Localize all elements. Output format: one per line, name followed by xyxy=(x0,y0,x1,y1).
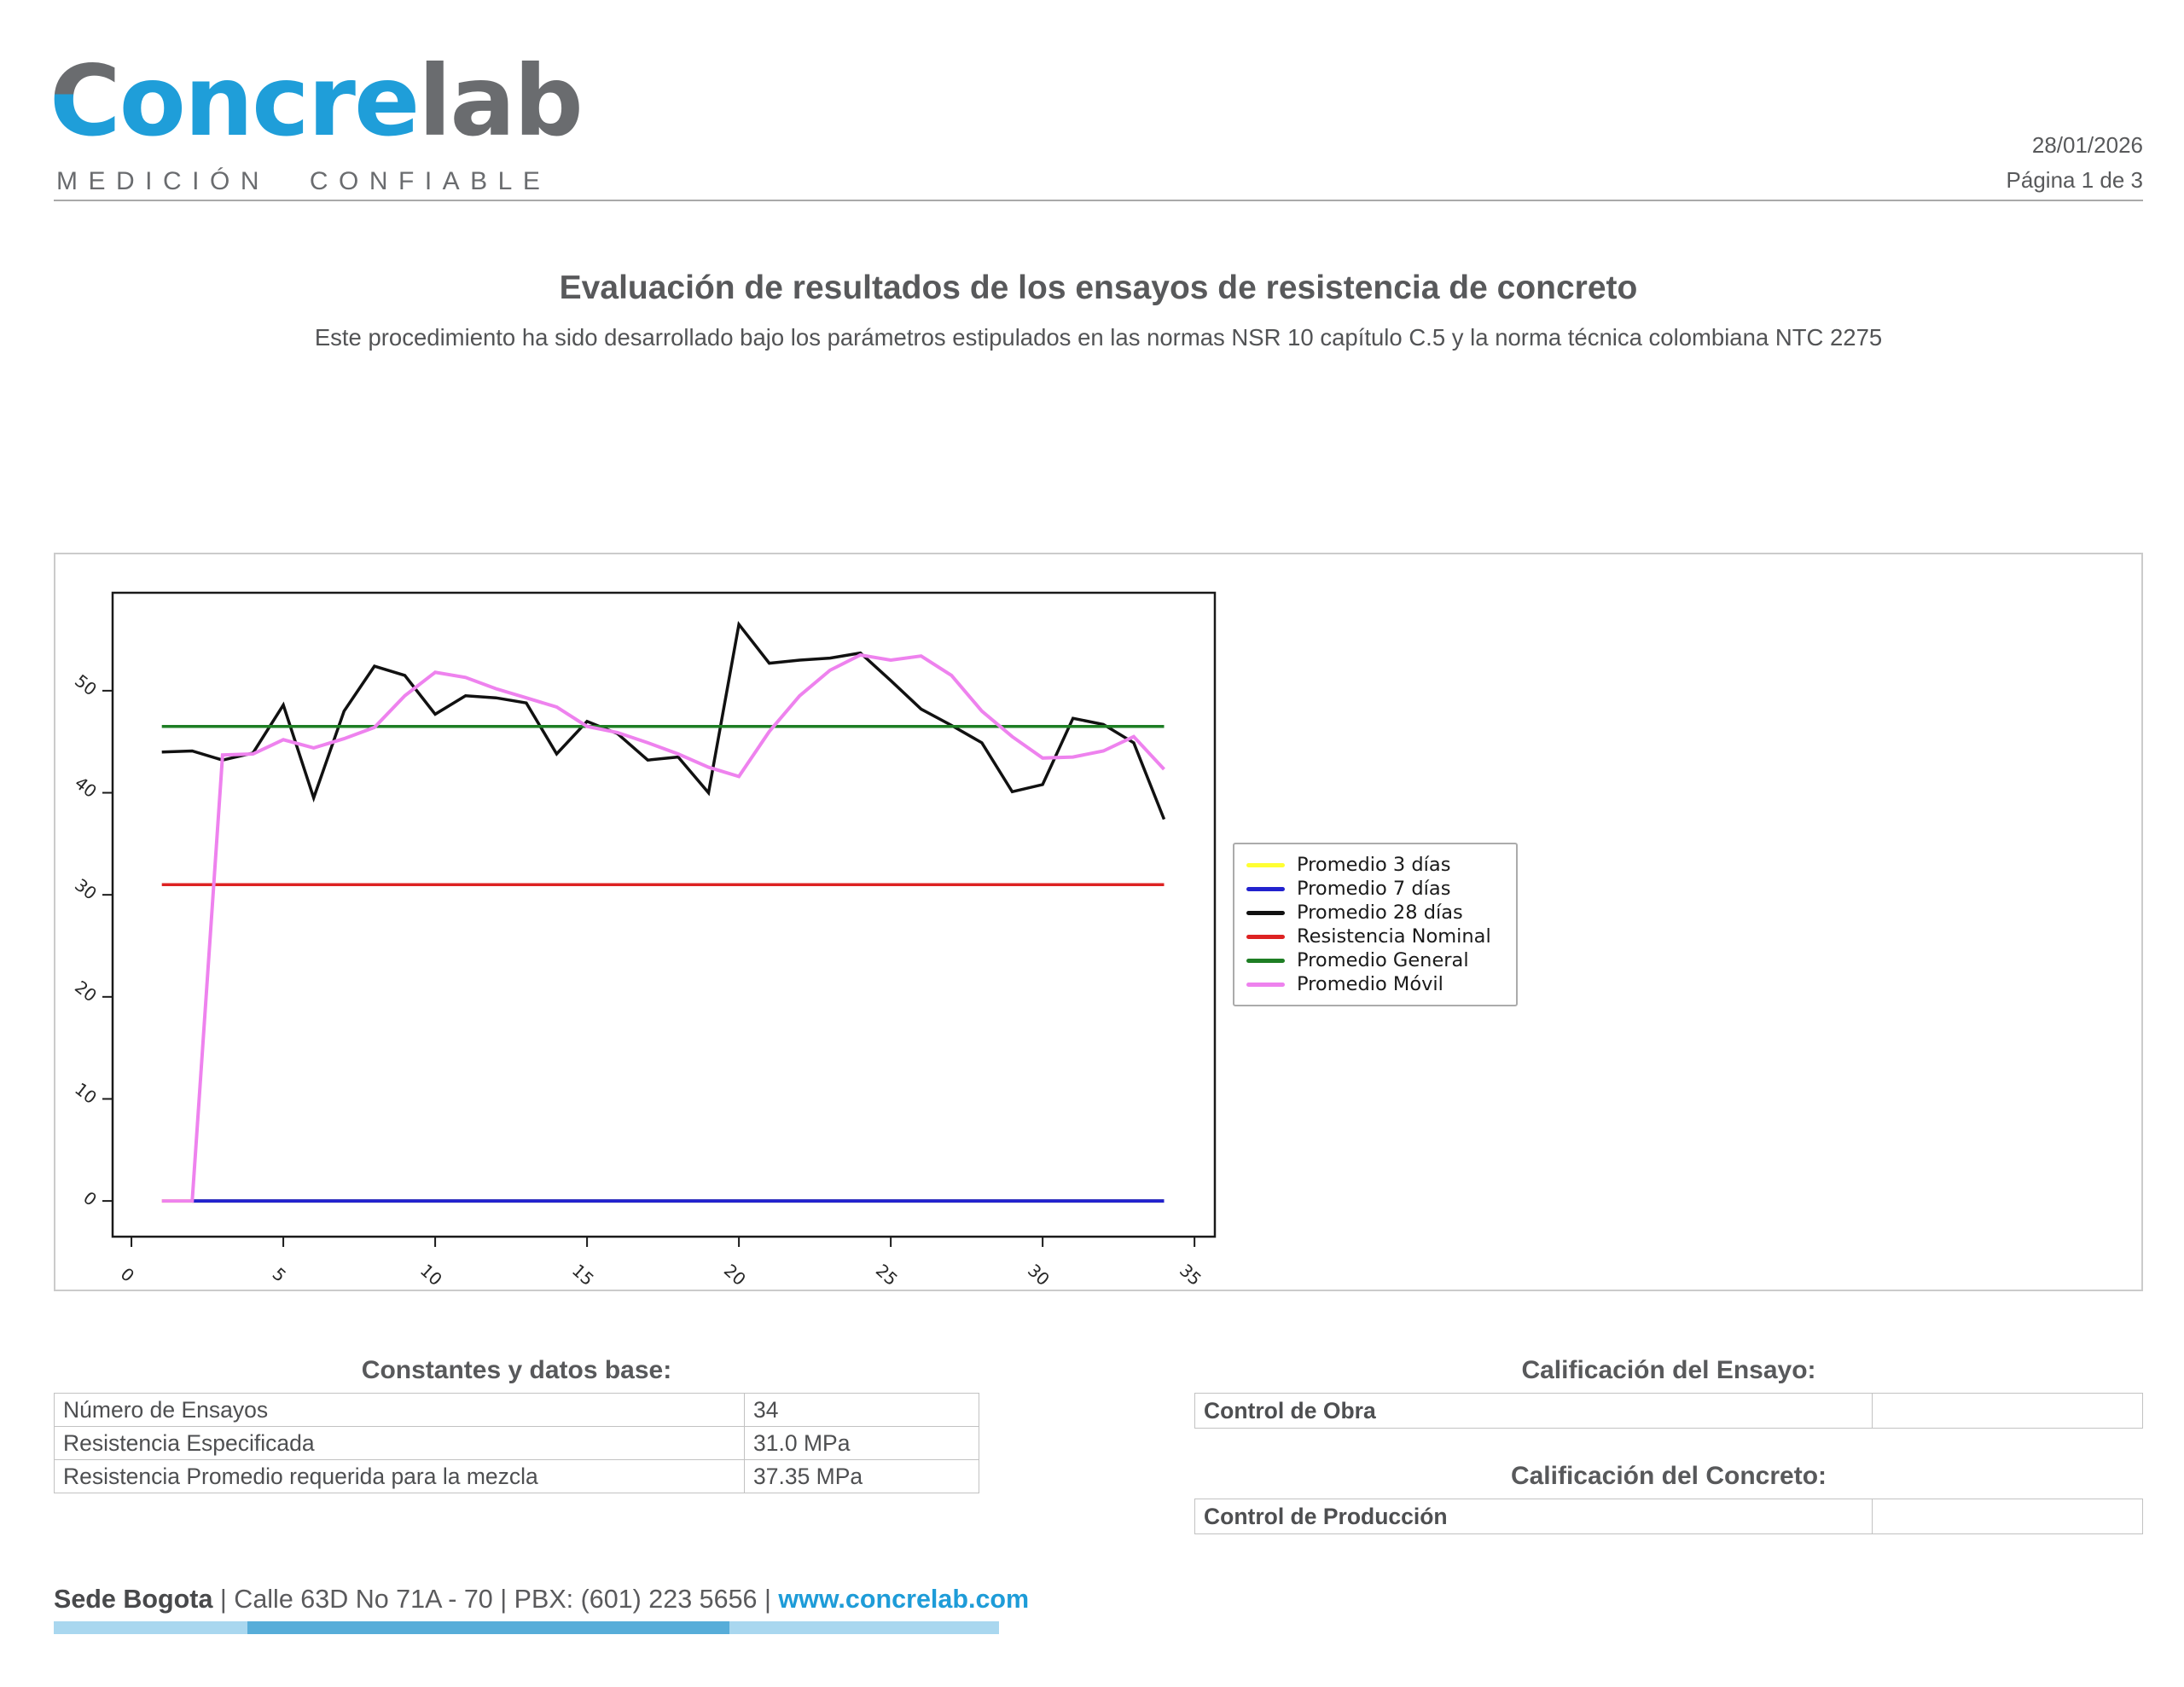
concreto-value xyxy=(1872,1499,2143,1534)
svg-text:5: 5 xyxy=(269,1264,291,1286)
svg-text:35: 35 xyxy=(1176,1260,1205,1290)
legend-swatch-promedio-7-dias xyxy=(1246,886,1285,891)
legend-item: Promedio 3 días xyxy=(1246,853,1504,877)
logo-text-blue: oncre xyxy=(119,44,419,158)
document-title: Evaluación de resultados de los ensayos … xyxy=(559,270,1638,306)
legend-swatch-promedio-28-dias xyxy=(1246,910,1285,915)
legend-label: Promedio 7 días xyxy=(1297,878,1451,900)
website-link[interactable]: www.concrelab.com xyxy=(778,1585,1030,1614)
svg-text:0: 0 xyxy=(117,1264,139,1286)
ensayo-label: Control de Obra xyxy=(1194,1393,1873,1429)
legend-item: Promedio 28 días xyxy=(1246,901,1504,925)
concreto-label: Control de Producción xyxy=(1194,1499,1873,1534)
constants-table: Número de Ensayos 34 Resistencia Especif… xyxy=(54,1393,979,1493)
constant-value: 34 xyxy=(744,1393,979,1427)
footer-sede: Sede Bogota xyxy=(54,1585,213,1614)
resistance-line-chart: 0 5 10 15 20 25 30 35 0 10 20 30 40 50 xyxy=(71,591,1217,1290)
svg-text:0: 0 xyxy=(79,1187,101,1210)
constant-value: 31.0 MPa xyxy=(744,1426,979,1460)
legend-item: Promedio Móvil xyxy=(1246,972,1504,996)
legend-label: Promedio 28 días xyxy=(1297,901,1463,924)
legend-label: Resistencia Nominal xyxy=(1297,925,1491,948)
legend-swatch-promedio-movil xyxy=(1246,982,1285,987)
chart-legend: Promedio 3 días Promedio 7 días Promedio… xyxy=(1233,843,1518,1006)
svg-text:20: 20 xyxy=(71,977,101,1006)
table-row: Número de Ensayos 34 xyxy=(54,1393,979,1427)
table-row: Resistencia Especificada 31.0 MPa xyxy=(54,1426,979,1460)
svg-text:10: 10 xyxy=(71,1079,101,1109)
report-date: 28/01/2026 xyxy=(2031,132,2143,158)
svg-text:30: 30 xyxy=(1024,1260,1054,1290)
footer-bar-light-left xyxy=(54,1621,247,1634)
svg-text:30: 30 xyxy=(71,874,101,904)
document-subtitle: Este procedimiento ha sido desarrollado … xyxy=(314,324,1883,351)
logo-wordmark: Concrelab xyxy=(49,44,582,158)
svg-text:25: 25 xyxy=(872,1260,902,1290)
svg-text:15: 15 xyxy=(568,1260,598,1290)
table-row: Control de Obra xyxy=(1194,1393,2143,1429)
constant-label: Número de Ensayos xyxy=(54,1393,745,1427)
header-divider xyxy=(54,200,2143,201)
table-row: Control de Producción xyxy=(1194,1499,2143,1534)
constant-label: Resistencia Promedio requerida para la m… xyxy=(54,1459,745,1493)
logo-tagline: MEDICIÓN CONFIABLE xyxy=(56,167,551,195)
legend-swatch-promedio-3-dias xyxy=(1246,862,1285,867)
constant-value: 37.35 MPa xyxy=(744,1459,979,1493)
page-number: Página 1 de 3 xyxy=(2006,167,2143,193)
ensayo-value xyxy=(1872,1393,2143,1429)
legend-swatch-promedio-general xyxy=(1246,958,1285,963)
chart-container: 0 5 10 15 20 25 30 35 0 10 20 30 40 50 Promedio 3 día… xyxy=(54,553,2143,1291)
footer-contact: Sede Bogota | Calle 63D No 71A - 70 | PB… xyxy=(54,1585,1029,1615)
svg-text:20: 20 xyxy=(720,1260,750,1290)
logo-letter-c: C xyxy=(49,44,119,158)
footer-accent-bar xyxy=(54,1621,999,1634)
constant-label: Resistencia Especificada xyxy=(54,1426,745,1460)
table-row: Resistencia Promedio requerida para la m… xyxy=(54,1459,979,1493)
ensayo-section-title: Calificación del Ensayo: xyxy=(1521,1356,1816,1384)
legend-item: Promedio General xyxy=(1246,948,1504,972)
concrelab-logo: Concrelab xyxy=(49,44,584,158)
logo-text-gray: lab xyxy=(418,44,582,158)
constants-section-title: Constantes y datos base: xyxy=(361,1356,672,1384)
svg-text:50: 50 xyxy=(71,670,101,700)
legend-label: Promedio General xyxy=(1297,949,1469,971)
legend-item: Resistencia Nominal xyxy=(1246,925,1504,948)
footer-bar-light-right xyxy=(729,1621,999,1634)
concreto-section-title: Calificación del Concreto: xyxy=(1510,1462,1827,1490)
legend-label: Promedio 3 días xyxy=(1297,854,1451,876)
footer-bar-dark xyxy=(247,1621,729,1634)
ensayo-table: Control de Obra xyxy=(1194,1393,2143,1429)
svg-text:40: 40 xyxy=(71,773,101,803)
footer-address: | Calle 63D No 71A - 70 | PBX: (601) 223… xyxy=(212,1585,779,1614)
legend-swatch-resistencia-nominal xyxy=(1246,934,1285,939)
concreto-table: Control de Producción xyxy=(1194,1499,2143,1534)
legend-label: Promedio Móvil xyxy=(1297,973,1443,995)
svg-text:10: 10 xyxy=(416,1260,446,1290)
legend-item: Promedio 7 días xyxy=(1246,877,1504,901)
